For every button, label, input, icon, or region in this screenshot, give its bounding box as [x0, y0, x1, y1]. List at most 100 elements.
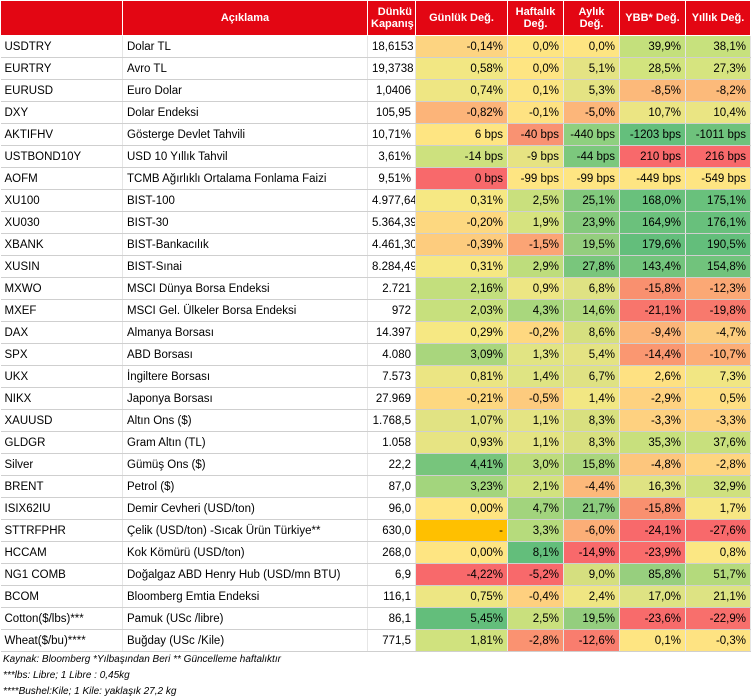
table-row: ISIX62IU Demir Cevheri (USD/ton) 96,0 0,00%… [0, 497, 751, 520]
table-row: NG1 COMB Doğalgaz ABD Henry Hub (USD/mn B… [0, 563, 751, 586]
cell-daily: 0,00% [415, 541, 508, 564]
table-row: MXEF MSCI Gel. Ülkeler Borsa Endeksi 972 2,… [0, 299, 751, 322]
cell-code: NIKX [0, 387, 123, 410]
cell-yearly: 176,1% [685, 211, 751, 234]
cell-yearly: 0,5% [685, 387, 751, 410]
cell-ytd: -2,9% [619, 387, 686, 410]
cell-daily: 0,31% [415, 255, 508, 278]
cell-code: USTBOND10Y [0, 145, 123, 168]
cell-weekly: 0,1% [507, 79, 564, 102]
cell-weekly: 3,0% [507, 453, 564, 476]
cell-close: 105,95 [367, 101, 416, 124]
cell-description: TCMB Ağırlıklı Ortalama Fonlama Faizi [122, 167, 368, 190]
cell-yearly: 32,9% [685, 475, 751, 498]
cell-weekly: -0,4% [507, 585, 564, 608]
header-close: Dünkü Kapanış [367, 0, 416, 36]
cell-description: Gümüş Ons ($) [122, 453, 368, 476]
cell-ytd: 143,4% [619, 255, 686, 278]
cell-ytd: 2,6% [619, 365, 686, 388]
table-row: DXY Dolar Endeksi 105,95 -0,82% -0,1% -5,0% 10… [0, 101, 751, 124]
cell-daily: -14 bps [415, 145, 508, 168]
cell-yearly: -3,3% [685, 409, 751, 432]
cell-monthly: 8,3% [563, 431, 620, 454]
cell-close: 18,6153 [367, 35, 416, 58]
cell-close: 4.080 [367, 343, 416, 366]
cell-yearly: -22,9% [685, 607, 751, 630]
cell-code: MXEF [0, 299, 123, 322]
cell-daily: 6 bps [415, 123, 508, 146]
cell-ytd: -15,8% [619, 277, 686, 300]
cell-description: Doğalgaz ABD Henry Hub (USD/mn BTU) [122, 563, 368, 586]
cell-description: Çelik (USD/ton) -Sıcak Ürün Türkiye** [122, 519, 368, 542]
cell-ytd: 179,6% [619, 233, 686, 256]
cell-yearly: 216 bps [685, 145, 751, 168]
cell-yearly: 7,3% [685, 365, 751, 388]
cell-close: 9,51% [367, 167, 416, 190]
cell-code: Cotton($/lbs)*** [0, 607, 123, 630]
cell-weekly: 2,5% [507, 189, 564, 212]
cell-close: 5.364,39 [367, 211, 416, 234]
cell-monthly: 0,0% [563, 35, 620, 58]
cell-weekly: -9 bps [507, 145, 564, 168]
cell-description: Pamuk (USc /libre) [122, 607, 368, 630]
cell-description: Dolar TL [122, 35, 368, 58]
cell-ytd: 28,5% [619, 57, 686, 80]
cell-close: 3,61% [367, 145, 416, 168]
cell-weekly: -1,5% [507, 233, 564, 256]
cell-daily: 0,75% [415, 585, 508, 608]
cell-description: ABD Borsası [122, 343, 368, 366]
table-row: HCCAM Kok Kömürü (USD/ton) 268,0 0,00% 8,1% -… [0, 541, 751, 564]
cell-close: 14.397 [367, 321, 416, 344]
cell-yearly: -19,8% [685, 299, 751, 322]
cell-weekly: 8,1% [507, 541, 564, 564]
cell-code: AOFM [0, 167, 123, 190]
cell-monthly: -44 bps [563, 145, 620, 168]
cell-ytd: -9,4% [619, 321, 686, 344]
cell-description: BIST-Sınai [122, 255, 368, 278]
cell-ytd: 35,3% [619, 431, 686, 454]
cell-weekly: 3,3% [507, 519, 564, 542]
cell-weekly: 1,3% [507, 343, 564, 366]
cell-description: Japonya Borsası [122, 387, 368, 410]
table-row: GLDGR Gram Altın (TL) 1.058 0,93% 1,1% 8,3% 35… [0, 431, 751, 454]
cell-weekly: 1,4% [507, 365, 564, 388]
table-row: XUSIN BIST-Sınai 8.284,49 0,31% 2,9% 27,8% 143… [0, 255, 751, 278]
cell-code: EURTRY [0, 57, 123, 80]
cell-description: BIST-Bankacılık [122, 233, 368, 256]
cell-close: 4.461,30 [367, 233, 416, 256]
cell-daily: 3,09% [415, 343, 508, 366]
cell-yearly: 21,1% [685, 585, 751, 608]
cell-weekly: 1,1% [507, 409, 564, 432]
table-row: DAX Almanya Borsası 14.397 0,29% -0,2% 8,6% -9… [0, 321, 751, 344]
cell-close: 96,0 [367, 497, 416, 520]
cell-daily: -0,14% [415, 35, 508, 58]
cell-weekly: 1,1% [507, 431, 564, 454]
cell-weekly: 0,0% [507, 57, 564, 80]
cell-description: Avro TL [122, 57, 368, 80]
cell-daily: 0,93% [415, 431, 508, 454]
cell-daily: 0,58% [415, 57, 508, 80]
table-row: AOFM TCMB Ağırlıklı Ortalama Fonlama Faiz… [0, 167, 751, 190]
table-row: Silver Gümüş Ons ($) 22,2 4,41% 3,0% 15,8% -4,… [0, 453, 751, 476]
cell-ytd: -23,9% [619, 541, 686, 564]
cell-ytd: -3,3% [619, 409, 686, 432]
table-row: XBANK BIST-Bankacılık 4.461,30 -0,39% -1,5% 1… [0, 233, 751, 256]
table-row: SPX ABD Borsası 4.080 3,09% 1,3% 5,4% -14,4% -1… [0, 343, 751, 366]
cell-daily: 0,00% [415, 497, 508, 520]
cell-weekly: -2,8% [507, 629, 564, 652]
cell-monthly: 8,6% [563, 321, 620, 344]
cell-daily: 1,07% [415, 409, 508, 432]
cell-yearly: -4,7% [685, 321, 751, 344]
cell-code: HCCAM [0, 541, 123, 564]
cell-daily: -0,20% [415, 211, 508, 234]
cell-close: 10,71% [367, 123, 416, 146]
cell-monthly: 5,3% [563, 79, 620, 102]
cell-weekly: 2,9% [507, 255, 564, 278]
cell-yearly: 37,6% [685, 431, 751, 454]
cell-ytd: -449 bps [619, 167, 686, 190]
header-ytd: YBB* Değ. [619, 0, 686, 36]
header-weekly: Haftalık Değ. [507, 0, 564, 36]
cell-code: BRENT [0, 475, 123, 498]
table-row: Wheat($/bu)**** Buğday (USc /Kile) 771,5 1,… [0, 629, 751, 652]
cell-close: 1.058 [367, 431, 416, 454]
